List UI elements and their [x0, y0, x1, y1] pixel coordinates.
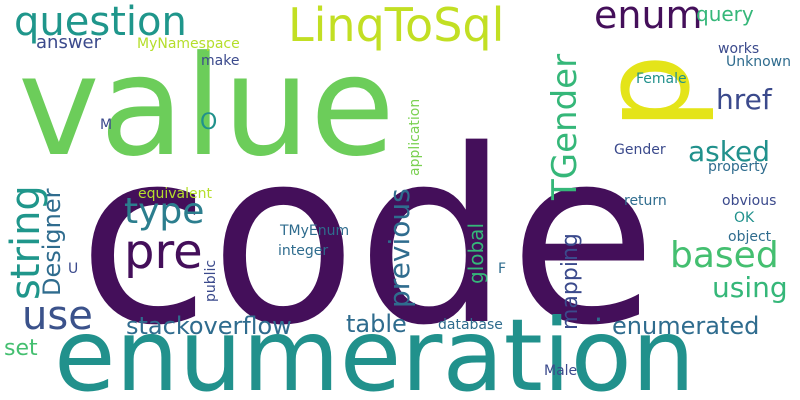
word-property: property	[708, 160, 768, 174]
word-application: application	[408, 99, 422, 176]
word-previous: previous	[386, 188, 414, 308]
word-global: global	[466, 223, 486, 284]
word-mapping: mapping	[560, 233, 582, 330]
word-gender: Gender	[614, 143, 666, 157]
word-p: p	[588, 54, 708, 130]
word-u: U	[68, 262, 78, 276]
word-enumerated: enumerated	[612, 314, 759, 338]
word-return: return	[624, 194, 667, 208]
word-male: Male	[544, 364, 577, 378]
word-using: using	[712, 274, 788, 302]
word-public: public	[204, 260, 218, 302]
word-mynamespace: MyNamespace	[137, 37, 240, 51]
word-female: Female	[636, 72, 687, 86]
word-use: use	[22, 296, 93, 336]
word-answer: answer	[36, 34, 101, 52]
word-href: href	[716, 86, 772, 114]
word-designer: Designer	[40, 189, 64, 297]
word-enum: enum	[594, 0, 703, 34]
word-stackoverflow: stackoverflow	[126, 314, 292, 338]
word-query: query	[696, 4, 754, 24]
word-integer: integer	[278, 244, 328, 258]
word-database: database	[438, 318, 503, 332]
word-tgender: TGender	[548, 54, 582, 200]
word-linqtosql: LinqToSql	[288, 2, 504, 48]
word-f: F	[498, 262, 506, 276]
word-obvious: obvious	[722, 194, 776, 208]
word-table: table	[346, 312, 407, 336]
word-m: M	[100, 118, 112, 132]
word-ok: OK	[734, 211, 754, 225]
word-pre: pre	[124, 228, 203, 276]
word-based: based	[670, 238, 779, 274]
word-make: make	[201, 54, 239, 68]
word-period-dot: .	[594, 298, 603, 326]
word-unknown: Unknown	[726, 55, 791, 69]
word-set: set	[4, 338, 38, 360]
word-tmyenum: TMyEnum	[280, 224, 349, 238]
word-o: O	[200, 112, 217, 134]
word-equivalent: equivalent	[138, 187, 212, 201]
